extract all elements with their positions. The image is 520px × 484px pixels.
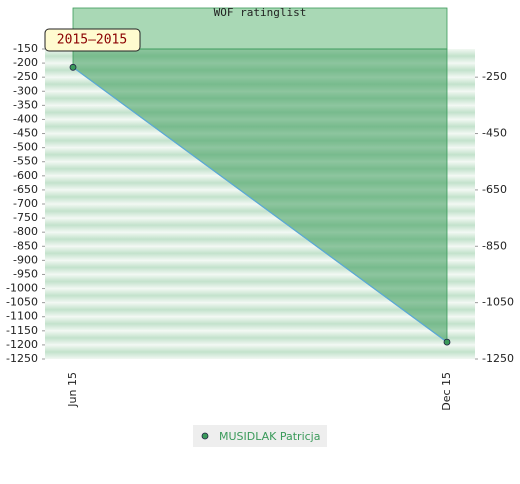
y-tick-label: -500: [13, 141, 38, 154]
background-band: [45, 288, 475, 303]
y-tick-label: -1000: [6, 282, 38, 295]
y2-tick-label: -1250: [482, 352, 514, 365]
y-tick-label: -900: [13, 253, 38, 266]
y-tick-label: -450: [13, 127, 38, 140]
x-tick-label: Jun 15: [66, 372, 79, 408]
y-tick-label: -800: [13, 225, 38, 238]
background-band: [45, 330, 475, 345]
y-tick-label: -300: [13, 84, 38, 97]
y-tick-label: -1050: [6, 296, 38, 309]
y-tick-label: -700: [13, 197, 38, 210]
y-tick-label: -600: [13, 169, 38, 182]
y-tick-label: -400: [13, 112, 38, 125]
point: [69, 63, 77, 71]
line: [72, 66, 448, 343]
subtitle-box: [44, 28, 141, 52]
y-tick-label: -250: [13, 70, 38, 83]
y-tick-label: -150: [13, 42, 38, 55]
y2-tick-label: -1050: [482, 296, 514, 309]
x-tick-label: Dec 15: [440, 372, 453, 411]
point: [443, 338, 451, 346]
y-tick-label: -1150: [6, 324, 38, 337]
y-tick-label: -1100: [6, 310, 38, 323]
y2-tick-label: -850: [482, 239, 507, 252]
legend: [193, 425, 327, 447]
y-tick-label: -350: [13, 98, 38, 111]
background-band: [45, 316, 475, 331]
y2-tick-label: -450: [482, 127, 507, 140]
y-tick-label: -1200: [6, 338, 38, 351]
y2-tick-label: -650: [482, 183, 507, 196]
y-tick-label: -1250: [6, 352, 38, 365]
y2-tick-label: -250: [482, 70, 507, 83]
background-band: [45, 302, 475, 317]
background-band: [45, 344, 475, 359]
chart-title: WOF ratinglist: [214, 6, 307, 19]
y-tick-label: -950: [13, 267, 38, 280]
y-tick-label: -650: [13, 183, 38, 196]
y-tick-label: -750: [13, 211, 38, 224]
legend-label: MUSIDLAK Patricja: [219, 430, 320, 443]
subtitle: 2015–2015: [57, 33, 127, 48]
y-tick-label: -200: [13, 56, 38, 69]
legend-marker: [201, 432, 209, 440]
y-tick-label: -850: [13, 239, 38, 252]
y-tick-label: -550: [13, 155, 38, 168]
